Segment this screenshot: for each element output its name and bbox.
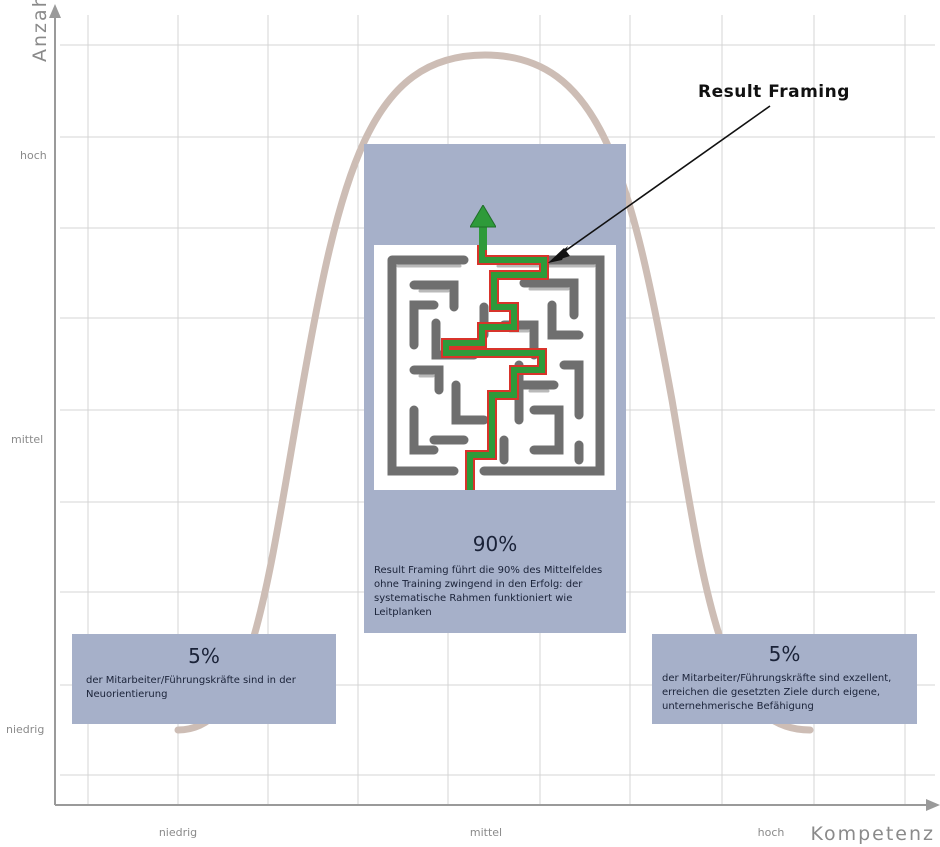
y-axis-title: Anzahl bbox=[29, 0, 51, 62]
box-center-percent: 90% bbox=[472, 532, 518, 556]
y-tick-hoch: hoch bbox=[20, 149, 47, 162]
callout-result-framing: Result Framing bbox=[698, 82, 850, 102]
maze-icon bbox=[374, 245, 616, 490]
box-left-text: der Mitarbeiter/Führungskräfte sind in d… bbox=[86, 675, 296, 700]
x-tick-mittel: mittel bbox=[470, 826, 502, 839]
callout-arrow bbox=[548, 105, 771, 263]
box-left-percent: 5% bbox=[188, 644, 220, 668]
y-tick-mittel: mittel bbox=[11, 433, 43, 446]
x-tick-hoch: hoch bbox=[758, 826, 785, 839]
box-right-text: der Mitarbeiter/Führungskräfte sind exze… bbox=[662, 673, 892, 712]
axes bbox=[49, 4, 940, 811]
x-tick-niedrig: niedrig bbox=[159, 826, 197, 839]
up-arrow-icon bbox=[470, 205, 496, 250]
bell-curve bbox=[174, 51, 814, 734]
y-tick-niedrig: niedrig bbox=[6, 723, 44, 736]
box-center-text: Result Framing führt die 90% des Mittelf… bbox=[374, 565, 603, 618]
x-axis-title: Kompetenz bbox=[810, 823, 935, 845]
box-left: 5% der Mitarbeiter/Führungskräfte sind i… bbox=[72, 634, 336, 724]
box-right-percent: 5% bbox=[768, 642, 801, 666]
box-right: 5% der Mitarbeiter/Führungskräfte sind e… bbox=[652, 634, 917, 724]
